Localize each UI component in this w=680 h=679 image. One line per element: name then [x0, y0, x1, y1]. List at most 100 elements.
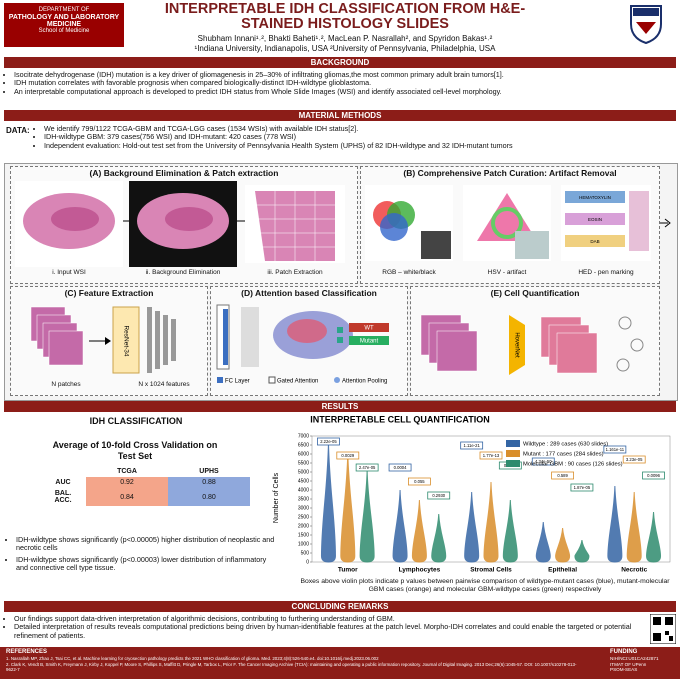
bullet: IDH-wildtype shows significantly (p<0.00… [16, 555, 278, 573]
methods-list: We identify 799/1122 TCGA-GBM and TCGA-L… [34, 124, 680, 150]
panel-title: (C) Feature Extraction [64, 288, 154, 298]
x-tick-label: Lymphocytes [399, 567, 441, 574]
legend-label: Attention Pooling [342, 379, 387, 385]
column-header: UPHS [199, 468, 219, 475]
p-value-box [622, 455, 646, 464]
p-value-box [407, 477, 431, 486]
penn-logo [630, 5, 662, 44]
model-label: ResNet-34 [122, 325, 129, 356]
funding: NIH/NCI:U01CA242871 ITMAT OF UPenn PSOM-… [610, 656, 659, 673]
p-value: 3.23e-05 [626, 457, 643, 462]
violin [411, 499, 427, 563]
caption: HSV - artifact [487, 269, 527, 276]
p-value-box [427, 491, 451, 500]
column-header: TCGA [117, 468, 137, 475]
legend-swatch [506, 440, 520, 447]
panel-b-graphic: HEMATOXYLIN EOSIN DAB [365, 185, 651, 261]
bullet: Detailed interpretation of results revea… [14, 623, 654, 640]
p-value-box [551, 471, 575, 480]
authors: Shubham Innani¹˒², Bhakti Baheti¹˒², Mac… [197, 34, 493, 43]
y-tick-label: 6500 [298, 442, 309, 448]
p-value-box [642, 471, 665, 480]
violin [607, 485, 623, 563]
p-value: 0.2930 [432, 493, 445, 498]
y-tick-label: 2500 [298, 514, 309, 520]
panel-d-graphic: WT Mutant FC Layer Gated Attention Atten… [216, 304, 389, 385]
violin [320, 441, 336, 563]
panel-title: (B) Comprehensive Patch Curation: Artifa… [403, 168, 617, 178]
left-logo: DEPARTMENT OF PATHOLOGY AND LABORATORY M… [4, 3, 124, 47]
violin [502, 499, 518, 563]
bullet: IDH-wildtype shows significantly (p<0.00… [16, 535, 278, 553]
p-value-box [570, 483, 594, 492]
section-heading: RESULTS [4, 401, 676, 412]
caption: N x 1024 features [138, 381, 190, 388]
bullet: IDH mutation correlates with favorable p… [14, 78, 680, 87]
output-label: Mutant [360, 339, 379, 345]
results-table: TCGA UPHS AUC 0.92 0.88 BAL. ACC. 0.84 0.80 [40, 466, 250, 506]
stain-label: DAB [590, 239, 599, 244]
funding-line: ITMAT OF UPenn [610, 661, 647, 667]
p-value: 1.87e-05 [574, 485, 591, 490]
caption: i. Input WSI [52, 269, 86, 276]
bullet: Our findings support data-driven interpr… [14, 614, 654, 623]
p-value: 2.22e-05 [320, 439, 337, 444]
row-header: AUC [55, 479, 71, 486]
footer: REFERENCES 1. Nasrallah MP, Zhao J, Tsai… [0, 647, 680, 679]
stain-label: EOSIN [588, 217, 602, 222]
section-heading: MATERIAL METHODS [4, 110, 676, 121]
background-list: Isocitrate dehydrogenase (IDH) mutation … [4, 70, 680, 96]
subsection-title: IDH CLASSIFICATION [89, 416, 183, 426]
y-tick-label: 4500 [298, 478, 309, 484]
p-value-box [317, 437, 340, 446]
panel-c-graphic: ResNet-34 [30, 306, 176, 374]
cell: 0.84 [86, 488, 168, 506]
bullet: Isocitrate dehydrogenase (IDH) mutation … [14, 70, 680, 79]
legend-label: Gated Attention [277, 379, 318, 385]
panel-title: (D) Attention based Classification [241, 288, 377, 298]
caption: ii. Background Elimination [145, 269, 221, 276]
p-value-box [355, 463, 379, 472]
logo-line: PATHOLOGY AND LABORATORY [8, 14, 120, 21]
legend-label: Molecular GBM : 90 cases (126 slides) [523, 462, 623, 468]
violin [646, 511, 662, 563]
p-value: 4.34e-50 [535, 459, 552, 464]
y-tick-label: 4000 [298, 487, 309, 493]
cell: 0.88 [168, 477, 250, 488]
p-value: 1.11e-21 [464, 443, 481, 448]
x-tick-label: Epithelial [548, 567, 577, 574]
y-tick-label: 3000 [298, 505, 309, 511]
x-tick-label: Stromal Cells [470, 567, 512, 574]
funding-title: FUNDING [610, 649, 638, 655]
qr-code [650, 614, 676, 644]
panel-b: (B) Comprehensive Patch Curation: Artifa… [360, 166, 660, 284]
output-label: WT [364, 326, 374, 332]
p-value-box [388, 463, 412, 472]
logo-line: MEDICINE [46, 21, 82, 28]
violin [392, 489, 408, 563]
logo-line: School of Medicine [38, 28, 90, 34]
y-tick-label: 5500 [298, 460, 309, 466]
p-value-box [531, 457, 555, 466]
p-value: 1.77e-13 [483, 453, 500, 458]
caption: N patches [51, 381, 81, 388]
legend-swatch [506, 450, 520, 457]
p-value: 0.0096 [647, 473, 660, 478]
references-title: REFERENCES [6, 649, 48, 655]
violin [535, 521, 551, 563]
bullet: Independent evaluation: Hold-out test se… [44, 141, 680, 150]
bullet: We identify 799/1122 TCGA-GBM and TCGA-L… [44, 124, 680, 133]
y-tick-label: 1500 [298, 532, 309, 538]
x-tick-label: Necrotic [621, 567, 647, 574]
reference: 2. Clark K, Vendt B, Smith K, Freymann J… [6, 662, 577, 673]
classification-list: IDH-wildtype shows significantly (p<0.00… [6, 535, 278, 573]
cell: 0.92 [86, 477, 168, 488]
bullet: IDH-wildtype GBM: 379 cases(756 WSI) and… [44, 132, 680, 141]
panel-title: (A) Background Elimination & Patch extra… [89, 168, 279, 178]
p-value: 0.0004 [394, 465, 407, 470]
table-caption: Average of 10-fold Cross Validation on T… [52, 440, 218, 461]
panel-title: (E) Cell Quantification [490, 288, 580, 298]
arrow [660, 218, 671, 228]
legend-label: FC Layer [225, 379, 250, 385]
